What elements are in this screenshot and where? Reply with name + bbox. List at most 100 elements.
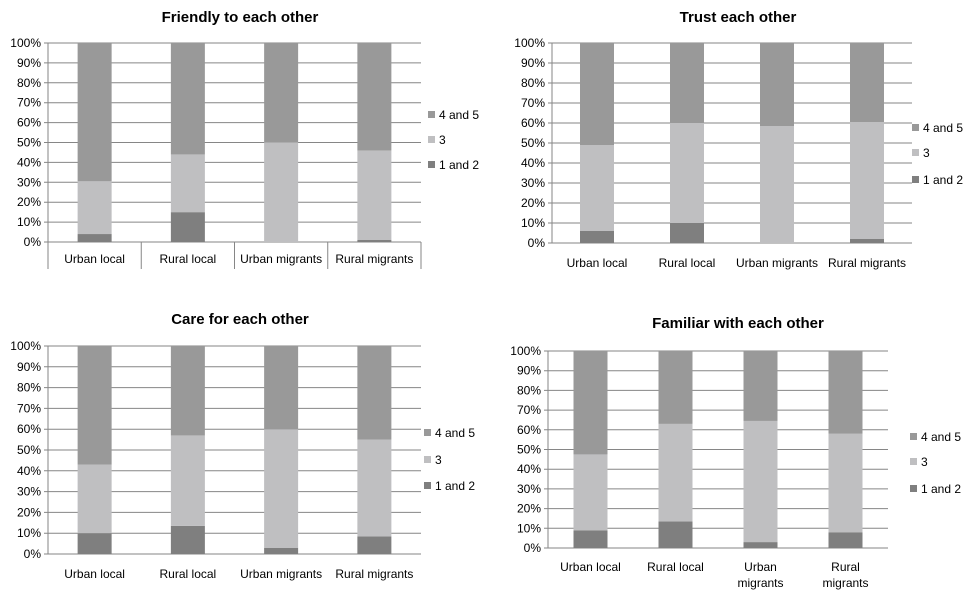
x-category-label: Rural migrants	[822, 560, 868, 590]
x-category-label: Rural migrants	[335, 567, 413, 581]
bar-segment-3	[264, 142, 299, 242]
y-tick-label: 0%	[24, 235, 42, 249]
y-tick-label: 30%	[17, 485, 41, 499]
chart-panel-4: Familiar with each other 0% 10% 20% 30% 40% 50…	[510, 315, 961, 590]
legend-label: 1 and 2	[923, 173, 963, 187]
bar-segment-4-and-5	[77, 346, 112, 465]
legend-label: 3	[921, 455, 928, 469]
y-tick-label: 60%	[517, 423, 541, 437]
legend-label: 3	[435, 453, 442, 467]
y-tick-label: 50%	[17, 443, 41, 457]
y-tick-label: 50%	[517, 443, 541, 457]
y-tick-label: 0%	[24, 547, 42, 561]
y-tick-label: 80%	[521, 76, 545, 90]
y-tick-label: 70%	[517, 403, 541, 417]
y-tick-label: 100%	[10, 36, 41, 50]
y-tick-label: 10%	[17, 526, 41, 540]
bar-segment-4-and-5	[264, 346, 299, 430]
y-tick-label: 80%	[17, 381, 41, 395]
bar-segment-1-and-2	[357, 240, 392, 242]
bar-segment-4-and-5	[658, 351, 693, 424]
legend-swatch	[910, 485, 917, 492]
bar-segment-3	[357, 439, 392, 537]
bar-segment-3	[743, 420, 778, 543]
bar-segment-4-and-5	[850, 43, 884, 122]
bar-segment-1-and-2	[580, 231, 614, 243]
y-tick-label: 90%	[17, 360, 41, 374]
bar-segment-3	[77, 464, 112, 534]
legend-swatch	[910, 458, 917, 465]
bar-segment-4-and-5	[743, 351, 778, 421]
bar-segment-3	[580, 145, 614, 231]
legend-swatch	[424, 429, 431, 436]
bar-segment-4-and-5	[573, 351, 608, 455]
y-tick-label: 30%	[17, 175, 41, 189]
bar-segment-1-and-2	[658, 521, 693, 548]
y-tick-label: 40%	[17, 155, 41, 169]
y-tick-label: 60%	[521, 116, 545, 130]
chart-title: Familiar with each other	[652, 315, 824, 332]
legend-swatch	[428, 161, 435, 168]
y-tick-label: 100%	[510, 344, 541, 358]
legend-label: 3	[923, 146, 930, 160]
chart-panel-3: Care for each other 0% 10% 20% 30% 40% 50% 60% 7…	[10, 311, 475, 581]
y-tick-label: 70%	[521, 96, 545, 110]
bar-segment-4-and-5	[760, 43, 794, 126]
y-tick-label: 20%	[521, 196, 545, 210]
bar-segment-3	[77, 181, 112, 235]
bar-segment-4-and-5	[77, 43, 112, 182]
x-category-label: Urban migrants	[736, 256, 818, 270]
y-tick-label: 10%	[521, 216, 545, 230]
x-category-label: Urban migrants	[737, 560, 783, 590]
bar-segment-1-and-2	[743, 542, 778, 548]
legend-swatch	[912, 176, 919, 183]
bar-segment-1-and-2	[77, 533, 112, 554]
bar-segment-3	[264, 429, 299, 548]
bar-segment-1-and-2	[170, 212, 205, 242]
legend-swatch	[428, 136, 435, 143]
y-tick-label: 20%	[17, 505, 41, 519]
legend-swatch	[912, 124, 919, 131]
bar-segment-4-and-5	[828, 351, 863, 434]
legend-swatch	[912, 149, 919, 156]
chart-title: Trust each other	[680, 9, 797, 26]
y-tick-label: 20%	[17, 195, 41, 209]
bar-segment-4-and-5	[580, 43, 614, 145]
x-category-label: Rural migrants	[335, 252, 413, 266]
y-tick-label: 20%	[517, 502, 541, 516]
x-category-label: Rural local	[659, 256, 716, 270]
chart-title: Friendly to each other	[162, 9, 319, 26]
y-tick-label: 90%	[517, 364, 541, 378]
bar-segment-1-and-2	[573, 530, 608, 548]
y-tick-label: 40%	[517, 462, 541, 476]
y-tick-label: 70%	[17, 401, 41, 415]
legend-swatch	[424, 482, 431, 489]
y-tick-label: 80%	[517, 383, 541, 397]
legend-label: 1 and 2	[921, 482, 961, 496]
bar-segment-3	[850, 122, 884, 239]
y-tick-label: 40%	[521, 156, 545, 170]
chart-panel-2: Trust each other 0% 10% 20% 30% 40% 50% 60% 70% 8…	[514, 9, 963, 270]
legend-swatch	[428, 111, 435, 118]
bar-segment-1-and-2	[170, 525, 205, 554]
y-tick-label: 100%	[514, 36, 545, 50]
bar-segment-1-and-2	[850, 239, 884, 243]
bar-segment-3	[170, 435, 205, 526]
x-category-label: Rural migrants	[828, 256, 906, 270]
y-tick-label: 0%	[524, 541, 542, 555]
bar-segment-3	[357, 150, 392, 241]
chart-panel-1: Friendly to each other 0% 10% 20% 30% 40% 50% 6…	[10, 9, 479, 269]
y-tick-label: 60%	[17, 116, 41, 130]
y-tick-label: 90%	[17, 56, 41, 70]
legend-label: 3	[439, 133, 446, 147]
y-tick-label: 70%	[17, 96, 41, 110]
y-tick-label: 30%	[517, 482, 541, 496]
bar-segment-1-and-2	[670, 223, 704, 243]
x-category-label: Urban local	[64, 252, 125, 266]
bar-segment-4-and-5	[170, 43, 205, 155]
legend-swatch	[424, 456, 431, 463]
chart-title: Care for each other	[171, 311, 309, 328]
y-tick-label: 50%	[17, 136, 41, 150]
bar-segment-1-and-2	[828, 532, 863, 548]
